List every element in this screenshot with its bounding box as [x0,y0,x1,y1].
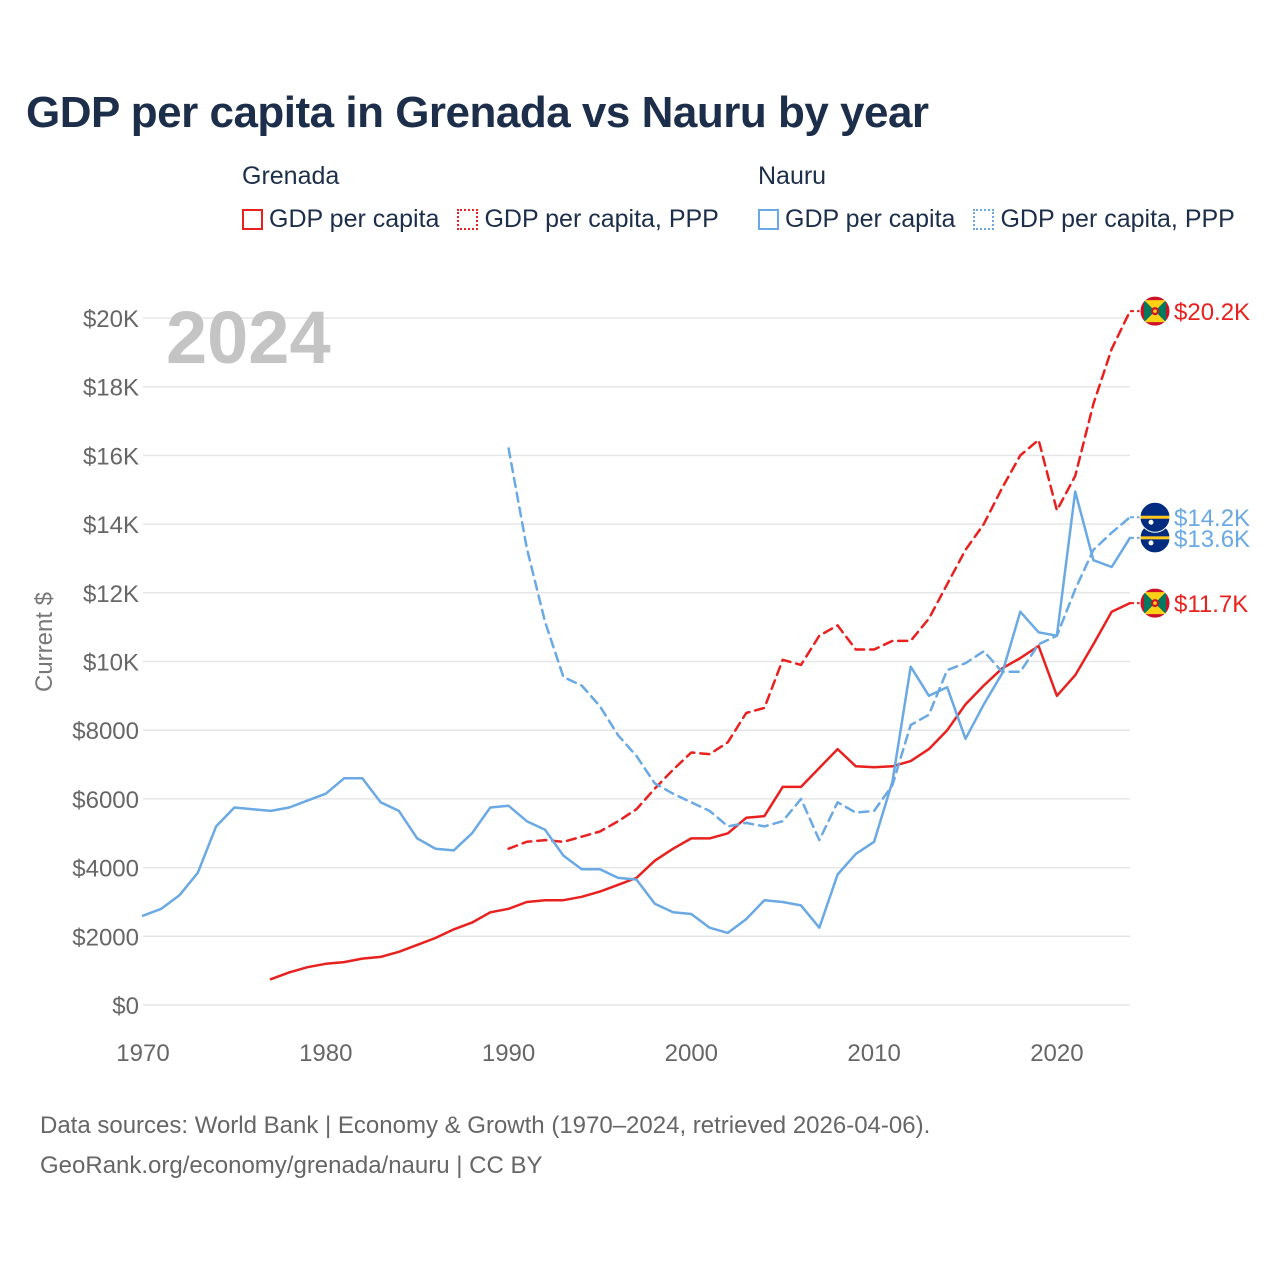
chart-title: GDP per capita in Grenada vs Nauru by ye… [26,88,929,137]
y-tick-label: $14K [83,512,139,539]
end-value-label: $20.2K [1174,299,1250,326]
series-line [269,601,1132,981]
legend-label: GDP per capita, PPP [1000,205,1235,233]
legend-swatch-dotted-icon [457,209,479,230]
nauru-flag-icon [1139,501,1171,533]
y-tick-label: $12K [83,581,139,608]
legend-swatch-solid-icon [758,209,779,230]
grenada-flag-icon [1139,295,1171,327]
series-line [141,490,1132,935]
y-tick-label: $2000 [72,924,139,951]
x-tick-label: 2000 [665,1040,718,1067]
y-tick-label: $10K [83,650,139,677]
legend-item-nauru-gdp-ppp[interactable]: GDP per capita, PPP [973,205,1235,234]
y-tick-label: $8000 [72,718,139,745]
grenada-flag-icon [1139,587,1171,619]
x-tick-label: 2010 [847,1040,900,1067]
year-watermark: 2024 [166,296,331,379]
legend-item-grenada-gdp-ppp[interactable]: GDP per capita, PPP [457,205,719,234]
legend-swatch-solid-icon [242,209,263,230]
legend-group-title: Nauru [758,162,827,190]
footer: Data sources: World Bank | Economy & Gro… [40,1106,930,1186]
end-value-label: $14.2K [1174,505,1250,532]
legend-label: GDP per capita [785,205,956,233]
legend-group-grenada: Grenada GDP per capita GDP per capita, P… [242,162,719,234]
y-tick-label: $20K [83,306,139,333]
series-line [507,309,1132,850]
x-tick-label: 1970 [116,1040,169,1067]
footer-attribution: GeoRank.org/economy/grenada/nauru | CC B… [40,1152,543,1179]
legend-group-nauru: Nauru GDP per capita GDP per capita, PPP [758,162,1235,234]
x-tick-label: 2020 [1030,1040,1083,1067]
y-tick-label: $4000 [72,856,139,883]
y-tick-label: $0 [112,993,139,1020]
end-value-label: $11.7K [1174,591,1248,618]
y-tick-label: $18K [83,375,139,402]
y-axis-label: Current $ [31,592,58,692]
x-tick-label: 1990 [482,1040,535,1067]
y-tick-label: $6000 [72,787,139,814]
x-tick-label: 1980 [299,1040,352,1067]
legend-item-grenada-gdp[interactable]: GDP per capita [242,205,439,234]
y-tick-label: $16K [83,443,139,470]
series-line [507,447,1132,842]
footer-sources: Data sources: World Bank | Economy & Gro… [40,1112,931,1139]
legend-item-nauru-gdp[interactable]: GDP per capita [758,205,955,234]
legend-label: GDP per capita [269,205,440,233]
legend-label: GDP per capita, PPP [484,205,719,233]
legend-swatch-dotted-icon [973,209,995,230]
legend-group-title: Grenada [242,162,340,190]
end-value-label: $13.6K [1174,526,1250,553]
